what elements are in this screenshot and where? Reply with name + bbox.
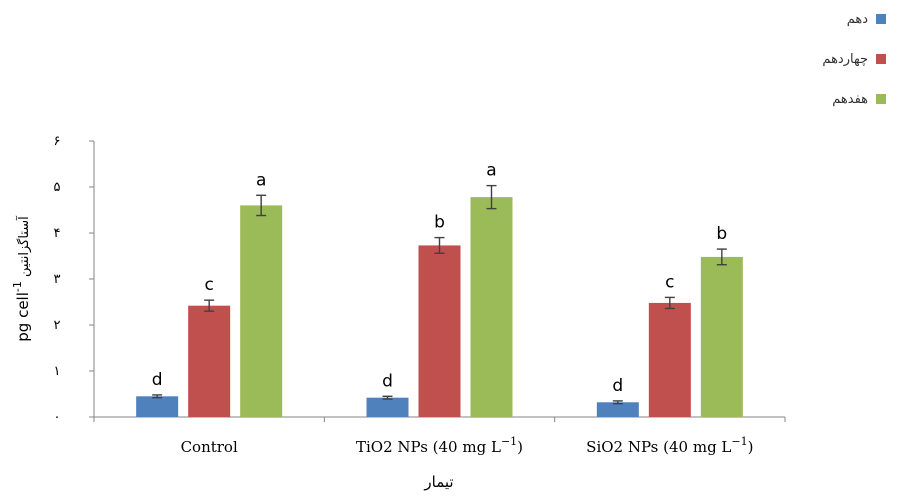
y-axis-title-group: pg cell-1 آستاگزانتین <box>11 215 32 342</box>
legend-swatch <box>876 94 886 104</box>
legend-swatch <box>876 54 886 64</box>
significance-letter: c <box>665 272 674 292</box>
bar <box>136 396 179 417</box>
legend-label: دهم <box>847 12 869 27</box>
x-tick-label: SiO2 NPs (40 mg L−1) <box>586 435 753 456</box>
bar <box>596 402 639 417</box>
x-tick-label-text: TiO2 NPs (40 mg L <box>356 438 501 456</box>
bar <box>418 245 461 417</box>
x-tick-label-text: Control <box>181 438 238 456</box>
y-tick-label: ۶ <box>54 134 61 149</box>
y-axis-title-suffix: آستاگزانتین <box>15 215 32 281</box>
y-tick-label: ۱ <box>54 364 61 379</box>
x-tick-label-superscript: −1 <box>501 435 517 448</box>
y-tick-label: ۴ <box>54 226 61 241</box>
legend-label: هفدهم <box>832 92 868 107</box>
y-axis-title-prefix: pg cell <box>14 292 32 342</box>
bar <box>648 302 691 417</box>
bar <box>470 197 513 417</box>
legend-label: چهاردهم <box>822 52 868 67</box>
significance-letter: a <box>486 161 496 181</box>
y-tick-label: ۲ <box>54 318 61 333</box>
x-tick-label: TiO2 NPs (40 mg L−1) <box>356 435 523 456</box>
significance-letter: d <box>152 370 163 390</box>
y-tick-label: ۰ <box>54 410 61 425</box>
bar <box>188 305 231 417</box>
x-tick-label-text: SiO2 NPs (40 mg L <box>586 438 731 456</box>
significance-letter: b <box>434 213 445 233</box>
y-axis-title-superscript: -1 <box>11 281 24 292</box>
bars <box>136 184 743 417</box>
significance-letter: c <box>204 275 213 295</box>
significance-letter: d <box>382 371 393 391</box>
y-tick-label: ۳ <box>54 272 61 287</box>
y-axis-title: pg cell-1 آستاگزانتین <box>11 215 32 342</box>
x-tick-label: Control <box>181 438 238 456</box>
x-tick-label-suffix: ) <box>748 438 754 456</box>
bar <box>366 397 409 417</box>
labels: d c a d b a d c b <box>152 161 727 396</box>
bar <box>240 205 283 417</box>
x-tick-label-superscript: −1 <box>731 435 747 448</box>
y-tick-label: ۵ <box>54 180 61 195</box>
legend-swatch <box>876 14 886 24</box>
x-tick-label-suffix: ) <box>517 438 523 456</box>
significance-letter: b <box>716 224 727 244</box>
significance-letter: a <box>256 170 266 190</box>
bar <box>700 256 743 417</box>
x-axis-title: تیمار <box>423 473 453 491</box>
significance-letter: d <box>612 376 623 396</box>
y-axis: ۰ ۱ ۲ ۳ ۴ ۵ ۶ pg cell-1 آستاگزانتین <box>11 134 95 425</box>
legend: دهم چهاردهم هفدهم <box>822 12 886 107</box>
x-axis: Control TiO2 NPs (40 mg L−1) SiO2 NPs (40 … <box>93 416 786 491</box>
